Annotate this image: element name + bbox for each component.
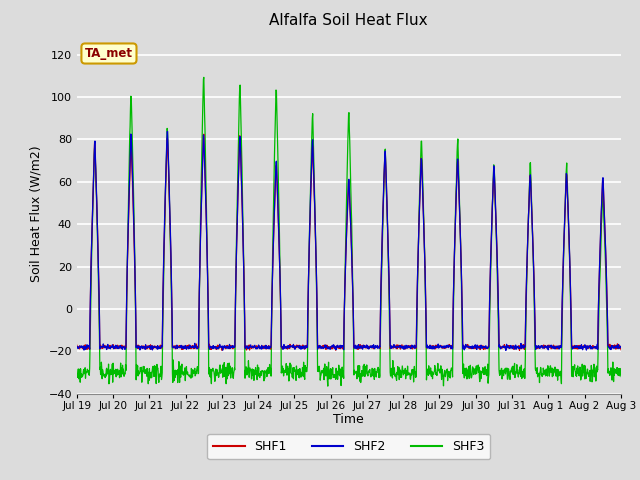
SHF1	[164, 136, 172, 142]
SHF2	[164, 129, 172, 134]
SHF2	[505, 344, 513, 349]
X-axis label: Time: Time	[333, 413, 364, 426]
SHF3	[589, 369, 597, 375]
SHF3	[200, 74, 207, 80]
SHF1	[353, 344, 360, 349]
Y-axis label: Soil Heat Flux (W/m2): Soil Heat Flux (W/m2)	[30, 145, 43, 282]
SHF1	[505, 343, 513, 349]
SHF2	[589, 344, 597, 350]
SHF3	[73, 373, 81, 379]
SHF1	[200, 132, 207, 137]
Legend: SHF1, SHF2, SHF3: SHF1, SHF2, SHF3	[207, 434, 490, 459]
Line: SHF1: SHF1	[77, 134, 640, 350]
Line: SHF3: SHF3	[77, 77, 640, 386]
SHF2	[164, 140, 172, 145]
SHF3	[342, 241, 349, 247]
SHF3	[164, 129, 172, 135]
Line: SHF2: SHF2	[77, 132, 640, 350]
SHF1	[218, 348, 226, 353]
SHF2	[502, 348, 509, 353]
Title: Alfalfa Soil Heat Flux: Alfalfa Soil Heat Flux	[269, 13, 428, 28]
SHF3	[324, 383, 332, 389]
Text: TA_met: TA_met	[85, 47, 133, 60]
SHF1	[342, 262, 349, 268]
SHF2	[341, 273, 349, 279]
SHF3	[505, 366, 513, 372]
SHF2	[73, 345, 81, 350]
SHF1	[589, 343, 597, 349]
SHF2	[352, 346, 360, 352]
SHF3	[353, 370, 360, 376]
SHF1	[73, 342, 81, 348]
